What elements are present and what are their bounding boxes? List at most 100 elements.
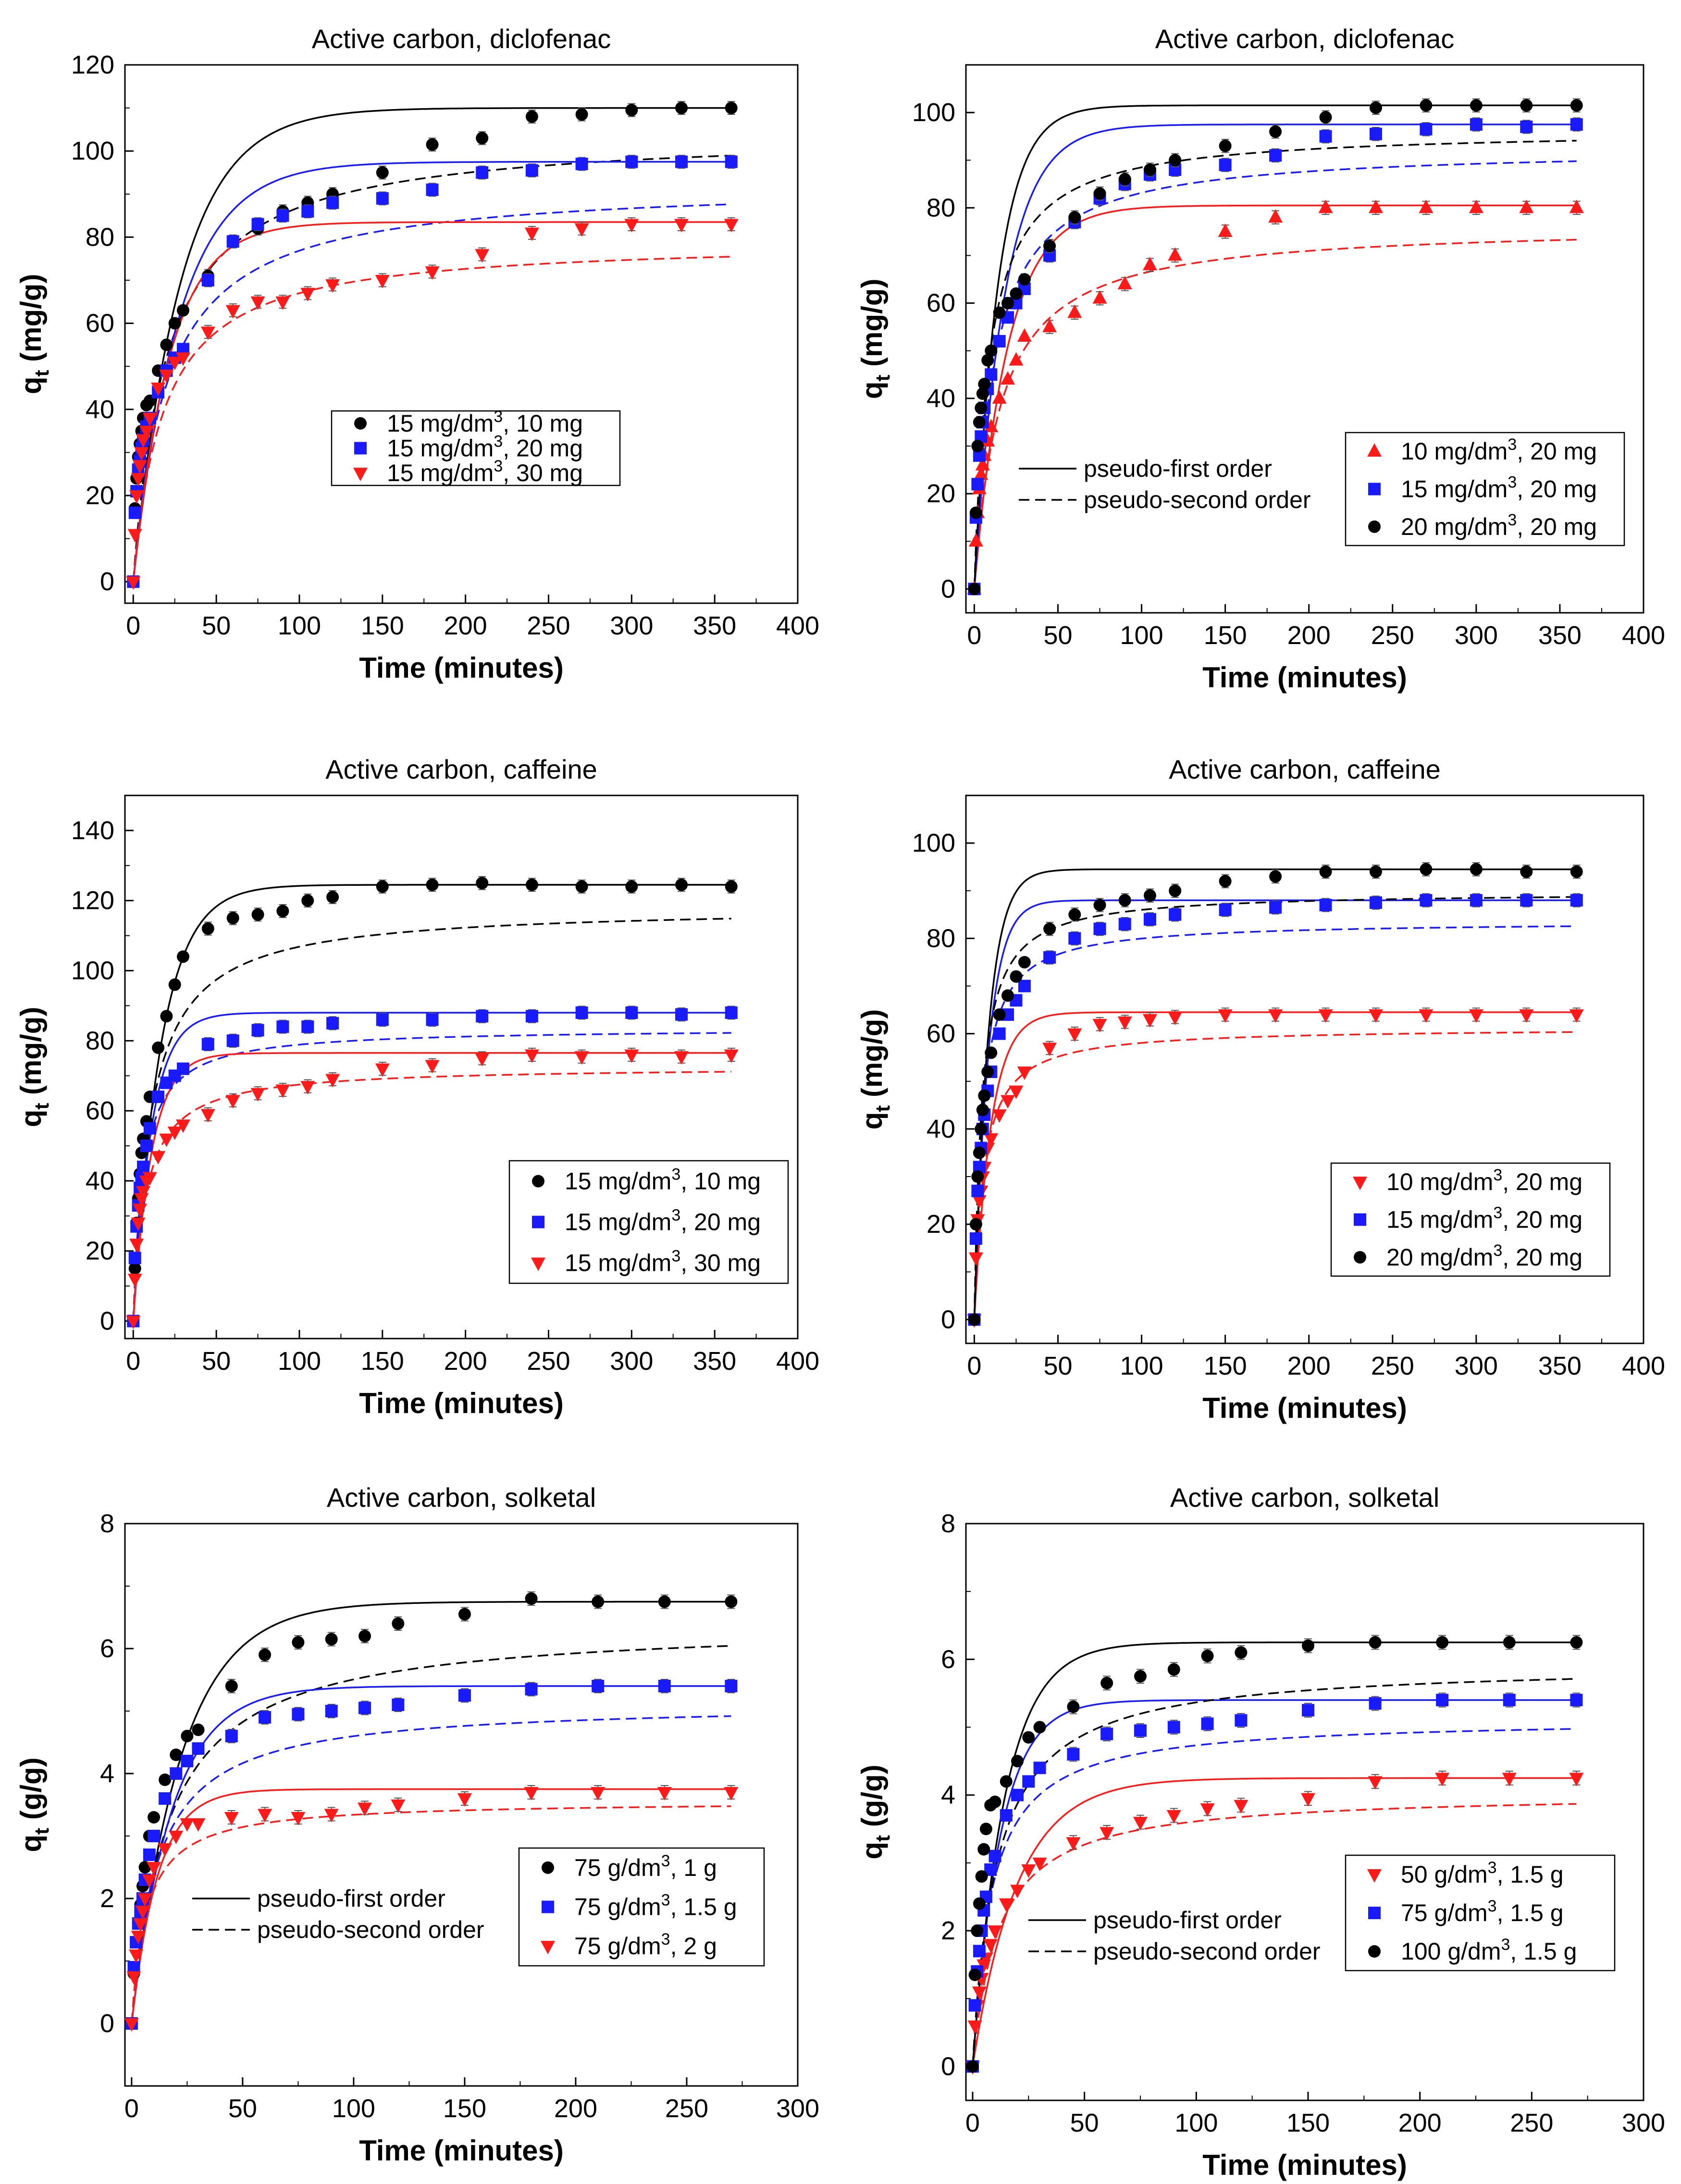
- data-point: [1000, 1809, 1013, 1822]
- data-point: [300, 287, 315, 301]
- data-point: [1043, 922, 1056, 935]
- data-point: [1470, 99, 1483, 112]
- data-point: [1368, 1009, 1383, 1023]
- data-point: [575, 108, 588, 121]
- data-point: [975, 457, 990, 471]
- x-tick-label: 200: [444, 1347, 487, 1376]
- data-point: [129, 490, 144, 504]
- data-point: [1100, 1676, 1113, 1689]
- fit-legend-pfo-label: pseudo-first order: [257, 1885, 445, 1912]
- chart-title: Active carbon, caffeine: [1169, 754, 1441, 784]
- y-tick-label: 6: [100, 1634, 114, 1663]
- data-point: [993, 335, 1006, 347]
- data-point: [1368, 1776, 1383, 1790]
- data-point: [1093, 187, 1106, 200]
- data-point: [1502, 1773, 1517, 1787]
- data-point: [425, 1060, 440, 1074]
- data-point: [167, 1126, 182, 1140]
- data-point: [1133, 1817, 1148, 1831]
- data-point: [574, 223, 589, 237]
- data-point: [151, 1151, 166, 1165]
- legend-box: [1345, 1854, 1616, 1972]
- data-point: [375, 1063, 390, 1077]
- data-point: [276, 905, 289, 918]
- data-point: [159, 370, 174, 384]
- data-point: [392, 1699, 405, 1711]
- data-point: [175, 352, 190, 366]
- x-tick-label: 100: [278, 611, 321, 640]
- data-point: [143, 1849, 156, 1861]
- data-point: [1570, 894, 1583, 907]
- pseudo-first-order-curve: [131, 1601, 731, 2024]
- x-tick-label: 100: [278, 1347, 321, 1376]
- x-tick-label: 0: [967, 621, 981, 650]
- x-tick-label: 400: [776, 611, 819, 640]
- y-tick-label: 40: [927, 1115, 955, 1143]
- data-point: [1369, 101, 1382, 114]
- x-tick-label: 200: [1287, 621, 1331, 650]
- data-point: [292, 1636, 305, 1649]
- legend-marker: [1353, 1177, 1367, 1191]
- data-point: [136, 1186, 151, 1200]
- x-tick-label: 150: [1204, 621, 1247, 650]
- y-axis-label: qt (g/g): [15, 1757, 53, 1852]
- data-point: [133, 1204, 148, 1217]
- chart-title: Active carbon, caffeine: [325, 754, 597, 784]
- data-point: [375, 275, 390, 288]
- data-point: [675, 1008, 688, 1021]
- data-point: [1166, 1810, 1181, 1824]
- data-point: [985, 344, 998, 357]
- data-point: [170, 1749, 183, 1761]
- data-point: [133, 1918, 148, 1932]
- data-point: [1042, 319, 1057, 333]
- x-tick-label: 50: [202, 611, 231, 640]
- x-tick-label: 0: [967, 1352, 981, 1380]
- data-point: [971, 440, 984, 453]
- data-point: [392, 1617, 405, 1630]
- data-point: [1268, 1009, 1283, 1023]
- data-point: [1570, 99, 1583, 112]
- data-point: [1319, 111, 1332, 124]
- data-point: [201, 1038, 214, 1051]
- data-point: [972, 1986, 987, 2000]
- x-tick-label: 400: [1622, 621, 1665, 650]
- x-tick-label: 350: [1538, 1352, 1582, 1380]
- legend-label: 15 mg/dm3, 30 mg: [387, 457, 583, 486]
- data-point: [325, 1633, 338, 1646]
- data-point: [1419, 199, 1434, 213]
- data-point: [1143, 913, 1156, 926]
- pseudo-first-order-curve: [972, 1641, 1577, 2067]
- y-tick-label: 8: [941, 1509, 955, 1538]
- y-tick-label: 60: [86, 1096, 114, 1125]
- x-tick-label: 250: [1510, 2109, 1553, 2137]
- data-point: [127, 529, 142, 543]
- pseudo-first-order-curve: [131, 1685, 731, 2024]
- data-point: [968, 1999, 981, 2012]
- data-point: [1269, 901, 1282, 914]
- data-point: [725, 1006, 738, 1019]
- data-point: [1436, 1694, 1449, 1707]
- pseudo-second-order-curve: [973, 1031, 1577, 1320]
- data-point: [1093, 922, 1106, 935]
- data-point: [1169, 908, 1182, 921]
- data-point: [1369, 1697, 1382, 1710]
- legend-box: [1330, 1162, 1611, 1277]
- chart-title: Active carbon, diclofenac: [312, 24, 611, 54]
- legend-marker: [1367, 443, 1382, 457]
- pseudo-second-order-curve: [973, 140, 1577, 589]
- data-point: [1519, 199, 1534, 213]
- data-point: [969, 1218, 982, 1231]
- data-point: [969, 1232, 982, 1245]
- data-point: [142, 412, 157, 426]
- y-tick-label: 120: [71, 50, 114, 79]
- y-tick-label: 40: [927, 384, 955, 413]
- data-point: [301, 1020, 314, 1033]
- data-point: [225, 1095, 240, 1109]
- x-tick-label: 0: [965, 2109, 980, 2137]
- x-tick-label: 150: [361, 1347, 404, 1376]
- legend-marker: [1354, 1213, 1366, 1226]
- data-point: [981, 1065, 994, 1078]
- data-point: [1093, 899, 1106, 911]
- data-point: [971, 478, 984, 491]
